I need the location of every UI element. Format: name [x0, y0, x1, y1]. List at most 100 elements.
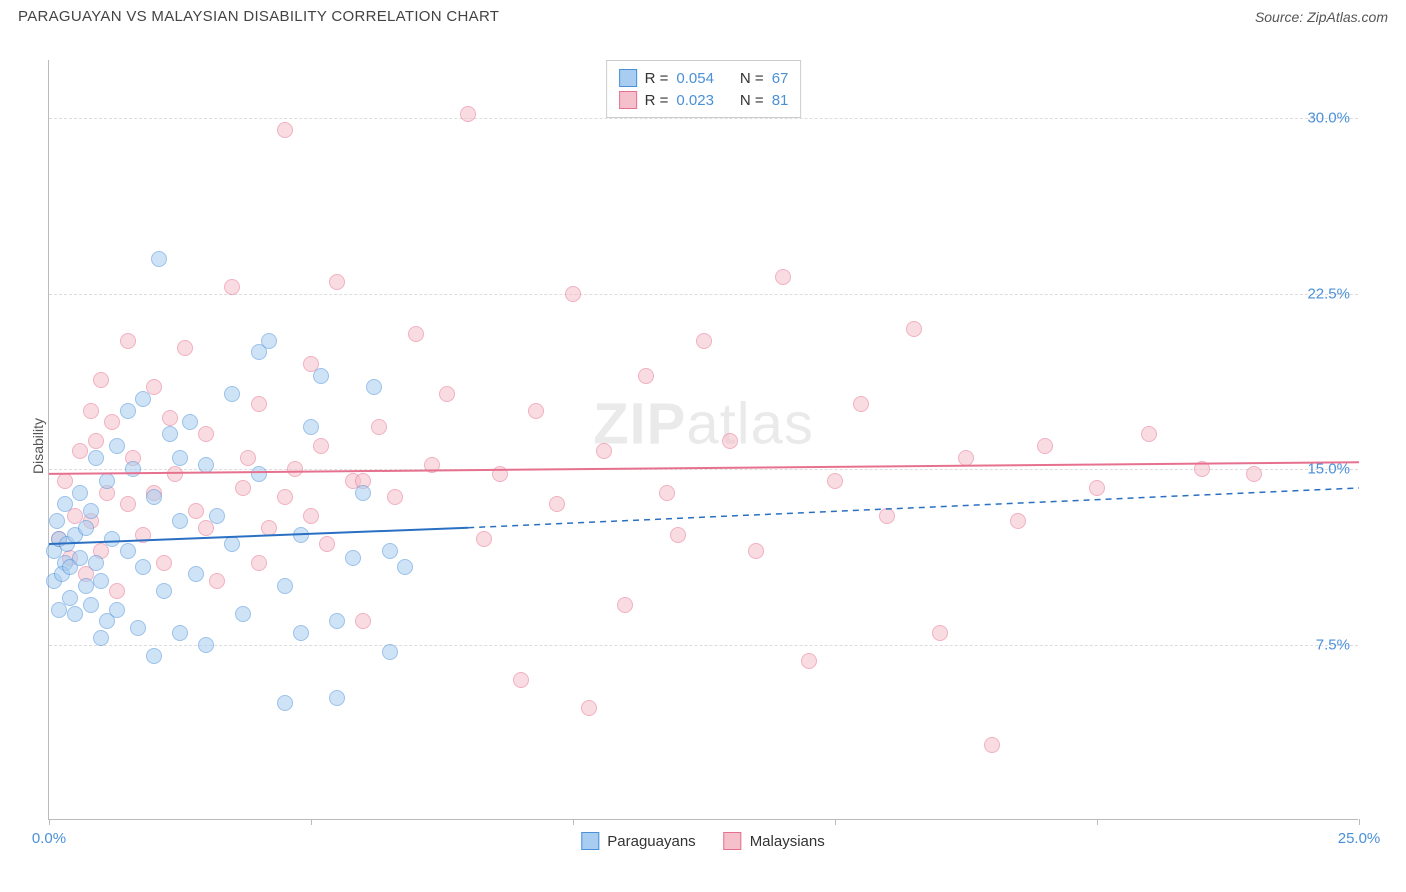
- gridline: [49, 469, 1358, 470]
- data-point-malaysians: [355, 613, 371, 629]
- data-point-malaysians: [958, 450, 974, 466]
- data-point-malaysians: [224, 279, 240, 295]
- data-point-malaysians: [748, 543, 764, 559]
- data-point-malaysians: [209, 573, 225, 589]
- data-point-malaysians: [387, 489, 403, 505]
- data-point-malaysians: [135, 527, 151, 543]
- trend-lines: [49, 60, 1359, 820]
- data-point-malaysians: [120, 496, 136, 512]
- swatch-paraguayans: [619, 69, 637, 87]
- data-point-paraguayans: [109, 438, 125, 454]
- data-point-malaysians: [659, 485, 675, 501]
- data-point-malaysians: [1246, 466, 1262, 482]
- swatch-paraguayans-icon: [581, 832, 599, 850]
- data-point-paraguayans: [224, 536, 240, 552]
- data-point-malaysians: [549, 496, 565, 512]
- gridline: [49, 118, 1358, 119]
- data-point-paraguayans: [88, 555, 104, 571]
- data-point-paraguayans: [329, 690, 345, 706]
- data-point-paraguayans: [99, 473, 115, 489]
- stats-row-malaysians: R = 0.023 N = 81: [619, 89, 789, 111]
- data-point-paraguayans: [93, 630, 109, 646]
- x-tick: [311, 819, 312, 825]
- data-point-paraguayans: [125, 461, 141, 477]
- data-point-paraguayans: [146, 648, 162, 664]
- data-point-malaysians: [1089, 480, 1105, 496]
- data-point-malaysians: [984, 737, 1000, 753]
- data-point-paraguayans: [135, 559, 151, 575]
- data-point-malaysians: [932, 625, 948, 641]
- data-point-malaysians: [1194, 461, 1210, 477]
- data-point-malaysians: [565, 286, 581, 302]
- data-point-paraguayans: [78, 578, 94, 594]
- data-point-malaysians: [235, 480, 251, 496]
- data-point-paraguayans: [198, 637, 214, 653]
- plot-area: ZIPatlas R = 0.054 N = 67 R = 0.023 N = …: [48, 60, 1358, 820]
- chart-title: PARAGUAYAN VS MALAYSIAN DISABILITY CORRE…: [18, 8, 499, 25]
- y-tick-label: 30.0%: [1307, 110, 1350, 127]
- data-point-malaysians: [853, 396, 869, 412]
- data-point-paraguayans: [293, 527, 309, 543]
- data-point-paraguayans: [313, 368, 329, 384]
- data-point-paraguayans: [382, 543, 398, 559]
- data-point-malaysians: [57, 473, 73, 489]
- data-point-malaysians: [879, 508, 895, 524]
- data-point-malaysians: [198, 426, 214, 442]
- data-point-paraguayans: [209, 508, 225, 524]
- data-point-malaysians: [1141, 426, 1157, 442]
- data-point-malaysians: [460, 106, 476, 122]
- data-point-malaysians: [439, 386, 455, 402]
- swatch-malaysians-icon: [724, 832, 742, 850]
- data-point-paraguayans: [72, 550, 88, 566]
- data-point-malaysians: [801, 653, 817, 669]
- data-point-paraguayans: [303, 419, 319, 435]
- x-tick: [573, 819, 574, 825]
- data-point-malaysians: [722, 433, 738, 449]
- data-point-paraguayans: [120, 403, 136, 419]
- data-point-paraguayans: [156, 583, 172, 599]
- data-point-malaysians: [424, 457, 440, 473]
- data-point-malaysians: [329, 274, 345, 290]
- data-point-malaysians: [596, 443, 612, 459]
- data-point-malaysians: [476, 531, 492, 547]
- data-point-paraguayans: [224, 386, 240, 402]
- data-point-malaysians: [313, 438, 329, 454]
- data-point-paraguayans: [251, 344, 267, 360]
- x-tick: [835, 819, 836, 825]
- data-point-malaysians: [513, 672, 529, 688]
- y-tick-label: 7.5%: [1316, 636, 1350, 653]
- data-point-malaysians: [1010, 513, 1026, 529]
- data-point-malaysians: [528, 403, 544, 419]
- x-tick: [1359, 819, 1360, 825]
- data-point-malaysians: [670, 527, 686, 543]
- data-point-paraguayans: [188, 566, 204, 582]
- data-point-malaysians: [492, 466, 508, 482]
- data-point-malaysians: [408, 326, 424, 342]
- data-point-malaysians: [120, 333, 136, 349]
- data-point-malaysians: [303, 508, 319, 524]
- data-point-malaysians: [371, 419, 387, 435]
- data-point-paraguayans: [72, 485, 88, 501]
- data-point-paraguayans: [62, 590, 78, 606]
- data-point-malaysians: [167, 466, 183, 482]
- x-tick-label: 0.0%: [32, 830, 66, 847]
- data-point-paraguayans: [293, 625, 309, 641]
- y-axis-label: Disability: [30, 418, 46, 474]
- x-tick-label: 25.0%: [1338, 830, 1381, 847]
- data-point-paraguayans: [146, 489, 162, 505]
- series-legend: Paraguayans Malaysians: [581, 832, 824, 850]
- x-tick: [1097, 819, 1098, 825]
- data-point-paraguayans: [93, 573, 109, 589]
- data-point-paraguayans: [355, 485, 371, 501]
- data-point-malaysians: [775, 269, 791, 285]
- data-point-malaysians: [83, 403, 99, 419]
- stats-legend: R = 0.054 N = 67 R = 0.023 N = 81: [606, 60, 802, 118]
- legend-paraguayans: Paraguayans: [581, 832, 695, 850]
- data-point-malaysians: [251, 555, 267, 571]
- data-point-paraguayans: [120, 543, 136, 559]
- data-point-paraguayans: [198, 457, 214, 473]
- data-point-paraguayans: [88, 450, 104, 466]
- legend-malaysians: Malaysians: [724, 832, 825, 850]
- data-point-malaysians: [72, 443, 88, 459]
- data-point-malaysians: [1037, 438, 1053, 454]
